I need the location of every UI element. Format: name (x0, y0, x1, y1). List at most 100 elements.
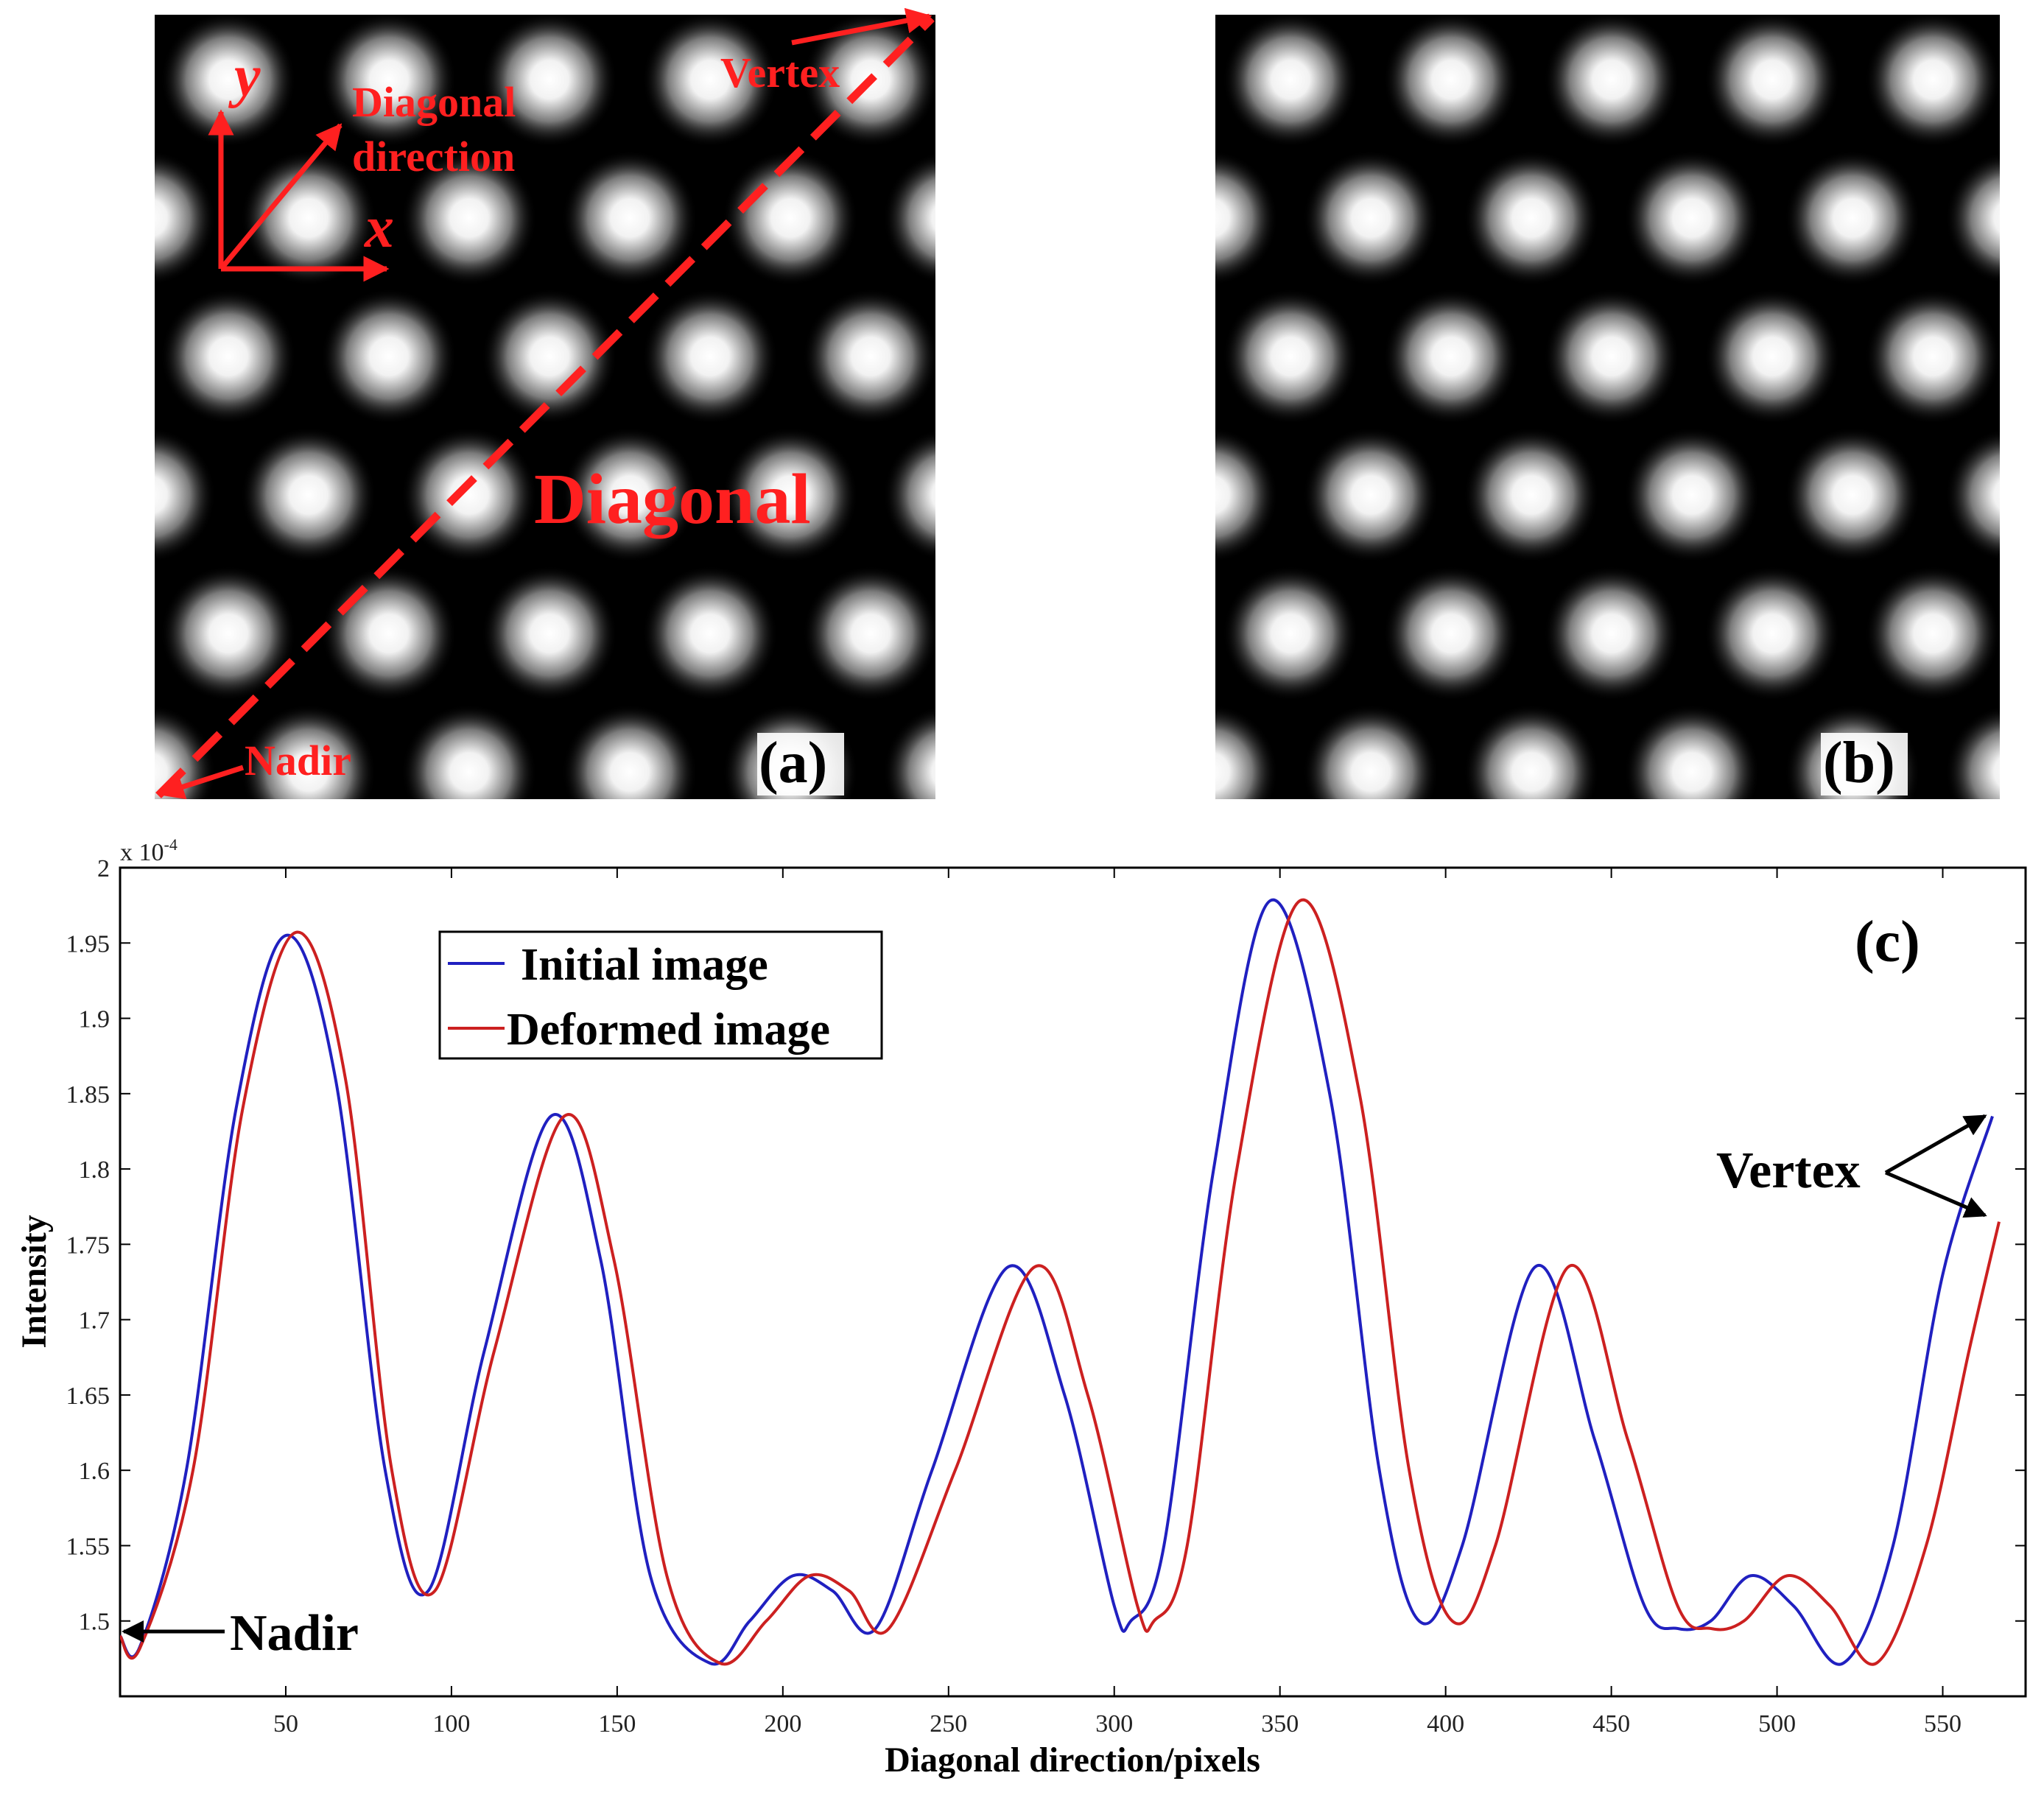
light-spot (482, 15, 617, 147)
x-tick-label: 200 (764, 1710, 801, 1738)
panel-a-label-backdrop (757, 733, 844, 795)
y-tick-label: 1.65 (66, 1383, 110, 1410)
panel-b: (b) (1215, 15, 2000, 799)
nadir-arrow (158, 765, 245, 800)
panel-b-label-backdrop (1821, 733, 1908, 795)
light-spot (1303, 427, 1439, 563)
light-spot (883, 429, 935, 561)
panel-b-spot-lattice (1215, 15, 2000, 799)
light-spot (883, 152, 935, 284)
x-tick-label: 100 (432, 1710, 470, 1738)
light-spot (155, 704, 216, 799)
diagonal-label: Diagonal (534, 460, 811, 539)
light-spot (642, 289, 778, 424)
x-tick-label: 350 (1261, 1710, 1299, 1738)
y-tick-label: 1.5 (79, 1609, 110, 1636)
x-tick-label: 250 (930, 1710, 967, 1738)
light-spot (1383, 289, 1519, 424)
light-spot (803, 289, 935, 424)
diagonal-dashed-line (155, 15, 935, 798)
light-spot (1223, 566, 1358, 701)
light-spot (1383, 566, 1519, 701)
light-spot (1464, 704, 1599, 799)
light-spot (401, 427, 537, 563)
diagonal-direction-label-line2: direction (352, 133, 515, 180)
x-tick-label: 300 (1095, 1710, 1133, 1738)
light-spot (1945, 151, 2000, 285)
light-spot (155, 150, 216, 286)
light-spot (155, 427, 216, 563)
light-spot (562, 150, 698, 286)
light-spot (1303, 704, 1439, 799)
x-tick-label: 150 (598, 1710, 636, 1738)
light-spot (1215, 704, 1278, 799)
light-spot (1624, 427, 1760, 563)
light-spot (1223, 15, 1358, 147)
legend-label-initial: Initial image (521, 940, 768, 990)
light-spot (161, 15, 296, 147)
light-spot (1704, 289, 1840, 424)
vertex-annotation-label: Vertex (1716, 1142, 1861, 1199)
light-spot (321, 289, 457, 424)
diagonal-direction-arrow (219, 123, 343, 271)
light-spot (241, 427, 376, 563)
nadir-label: Nadir (245, 737, 351, 784)
light-spot (401, 150, 537, 286)
diagonal-direction-label-line1: Diagonal (352, 78, 516, 126)
light-spot (1303, 150, 1439, 286)
legend: Initial image Deformed image (438, 930, 883, 1060)
light-spot (161, 289, 296, 424)
light-spot (1464, 150, 1599, 286)
legend-label-deformed: Deformed image (507, 1005, 830, 1055)
light-spot (1945, 428, 2000, 562)
light-spot (642, 566, 778, 701)
y-tick-label: 1.55 (66, 1533, 110, 1560)
axis-ticks: 50 100 150 200 250 300 350 400 450 500 550 1.5 1.55 1… (66, 855, 2026, 1738)
light-spot (1383, 15, 1519, 147)
light-spot (241, 704, 376, 799)
light-spot (1544, 15, 1679, 147)
light-spot (1215, 427, 1278, 563)
light-spot (482, 289, 617, 424)
light-spot (1215, 150, 1278, 286)
panel-c-label: (c) (1855, 910, 1920, 974)
x-axis-label: x (364, 195, 394, 260)
light-spot (1785, 150, 1920, 286)
light-spot (161, 566, 296, 701)
y-tick-label: 1.85 (66, 1081, 110, 1109)
light-spot (241, 150, 376, 286)
x-tick-label: 400 (1427, 1710, 1464, 1738)
panel-a-label: (a) (759, 731, 827, 795)
vertex-annotation-arrow-initial (1884, 1114, 1987, 1175)
vertex-arrow (791, 7, 933, 46)
light-spot (401, 704, 537, 799)
light-spot (723, 150, 858, 286)
series-lines (120, 898, 2001, 1666)
light-spot (803, 566, 935, 701)
plot-area (119, 866, 2027, 1698)
vertex-annotation-arrow-deformed (1885, 1170, 1987, 1218)
light-spot (1624, 704, 1760, 799)
light-spot (642, 15, 778, 147)
light-spot (1464, 427, 1599, 563)
y-tick-label: 1.8 (79, 1156, 110, 1184)
light-spot (1544, 289, 1679, 424)
y-tick-label: 1.7 (79, 1307, 110, 1335)
x-tick-label: 50 (273, 1710, 298, 1738)
light-spot (482, 566, 617, 701)
nadir-annotation-label: Nadir (230, 1605, 359, 1662)
light-spot (562, 427, 698, 563)
light-spot (562, 704, 698, 799)
light-spot (1865, 566, 2000, 701)
light-spot (1945, 705, 2000, 799)
light-spot (1624, 150, 1760, 286)
x-tick-label: 550 (1924, 1710, 1962, 1738)
y-tick-label: 1.75 (66, 1232, 110, 1259)
panel-a: y x Diagonal direction Diagonal Vertex N… (155, 7, 935, 800)
vertex-label: Vertex (720, 49, 840, 96)
legend-box (438, 930, 883, 1060)
y-tick-label: 1.6 (79, 1458, 110, 1485)
panel-a-spot-lattice (155, 15, 935, 799)
y-axis-title: Intensity (15, 1215, 54, 1348)
